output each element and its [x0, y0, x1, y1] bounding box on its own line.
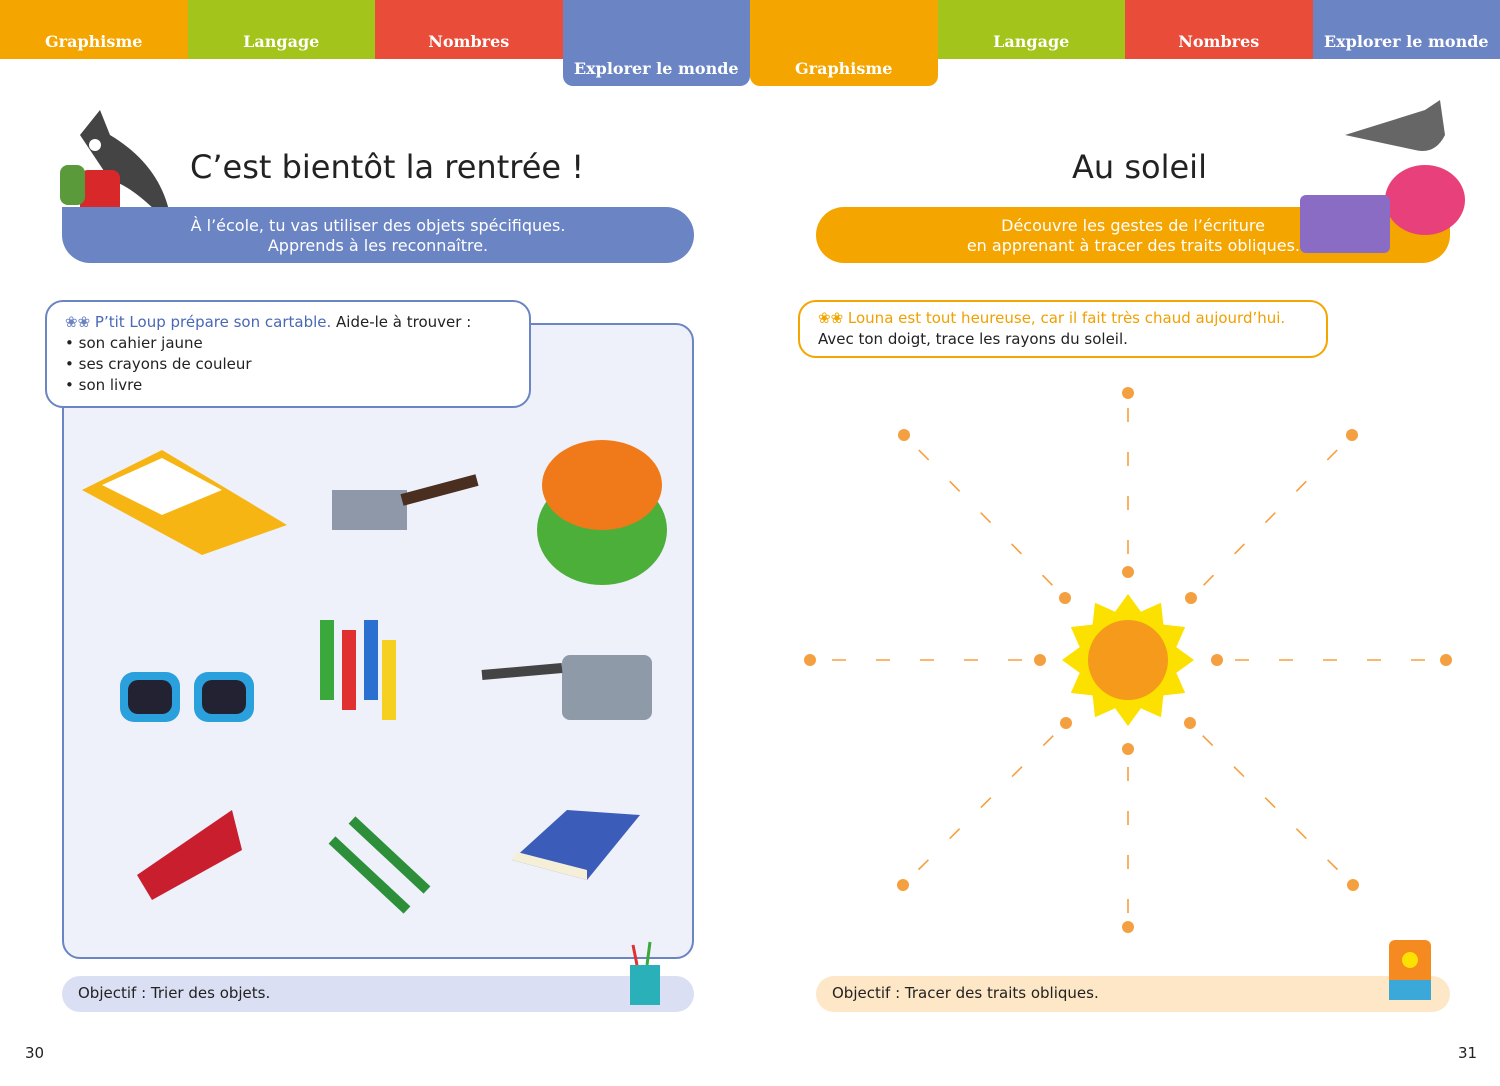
- list-item: • son cahier jaune: [65, 334, 203, 352]
- saucepan[interactable]: [481, 655, 652, 720]
- trace-dot: [1122, 566, 1134, 578]
- knife-and-fork[interactable]: [328, 816, 431, 914]
- banner-line: Découvre les gestes de l’écriture: [1001, 216, 1265, 235]
- intro-banner: À l’école, tu vas utiliser des objets sp…: [62, 207, 694, 263]
- trace-dot: [1060, 717, 1072, 729]
- trace-dot: [1347, 879, 1359, 891]
- page-title: C’est bientôt la rentrée !: [190, 148, 585, 186]
- trace-dot: [1211, 654, 1223, 666]
- objective-text: : Trier des objets.: [136, 984, 271, 1002]
- sun-icon: [1062, 594, 1194, 726]
- trace-dot: [1122, 921, 1134, 933]
- objective-label: Objectif: [78, 984, 137, 1002]
- sun-ray-trace[interactable]: [1122, 387, 1134, 578]
- colored-pencils[interactable]: [320, 620, 396, 720]
- trace-dot: [1184, 717, 1196, 729]
- paw-icon: ❀❀: [818, 309, 848, 327]
- trace-dot: [1185, 592, 1197, 604]
- trace-dot: [898, 429, 910, 441]
- trace-dot: [1059, 592, 1071, 604]
- sun-ray-trace[interactable]: [898, 429, 1071, 604]
- tab-explorer-le-monde[interactable]: Explorer le monde: [1312, 0, 1500, 59]
- list-item: • ses crayons de couleur: [65, 355, 252, 373]
- beach-bag-icon: [1389, 940, 1431, 1000]
- sun-ray-trace[interactable]: [897, 717, 1072, 891]
- tab-graphisme[interactable]: Graphisme: [0, 0, 188, 59]
- page-number: 31: [1458, 1044, 1478, 1062]
- banner-line: Apprends à les reconnaître.: [267, 236, 489, 255]
- instruction-text: Avec ton doigt, trace les rayons du sole…: [818, 330, 1128, 348]
- trace-dot: [1440, 654, 1452, 666]
- blue-book[interactable]: [512, 810, 640, 880]
- tab-nombres[interactable]: Nombres: [1125, 0, 1313, 59]
- objective-text: : Tracer des traits obliques.: [890, 984, 1099, 1002]
- trace-dot: [804, 654, 816, 666]
- trace-dot: [1122, 387, 1134, 399]
- instruction-lead: P’tit Loup prépare son cartable.: [94, 313, 332, 331]
- instruction-box: ❀❀ P’tit Loup prépare son cartable. Aide…: [45, 300, 531, 408]
- sun-ray-trace[interactable]: [1122, 743, 1134, 933]
- objective-bar: Objectif : Tracer des traits obliques.: [816, 976, 1450, 1012]
- tab-graphisme[interactable]: Graphisme: [750, 0, 938, 86]
- banner-line: À l’école, tu vas utiliser des objets sp…: [190, 216, 566, 235]
- sun-ray-trace[interactable]: [1184, 717, 1359, 891]
- sun-ray-trace[interactable]: [1185, 429, 1358, 604]
- sun-ray-trace[interactable]: [1211, 654, 1452, 666]
- instruction-box: ❀❀ Louna est tout heureuse, car il fait …: [798, 300, 1328, 358]
- trace-dot: [897, 879, 909, 891]
- louna-illustration: [1300, 100, 1465, 253]
- backpack[interactable]: [537, 440, 667, 585]
- sun-ray-trace[interactable]: [804, 654, 1046, 666]
- pencil-cup-icon: [630, 941, 660, 1005]
- banner-line: en apprenant à tracer des traits oblique…: [966, 236, 1300, 255]
- paw-icon: ❀❀: [65, 313, 95, 331]
- trace-dot: [1122, 743, 1134, 755]
- instruction-lead: Louna est tout heureuse, car il fait trè…: [847, 309, 1286, 327]
- tab-nombres[interactable]: Nombres: [375, 0, 563, 59]
- page-title: Au soleil: [1072, 148, 1207, 186]
- objects-grid: [82, 440, 667, 914]
- tab-langage[interactable]: Langage: [937, 0, 1125, 59]
- trace-dot: [1034, 654, 1046, 666]
- instruction-text: Aide-le à trouver :: [331, 313, 472, 331]
- yellow-notebook[interactable]: [82, 450, 287, 555]
- page-number: 30: [25, 1044, 45, 1062]
- sunglasses[interactable]: [120, 672, 254, 722]
- objective-label: Objectif: [832, 984, 891, 1002]
- tab-langage[interactable]: Langage: [187, 0, 375, 59]
- hammer[interactable]: [332, 474, 479, 530]
- list-item: • son livre: [65, 376, 143, 394]
- trace-dot: [1346, 429, 1358, 441]
- objective-bar: Objectif : Trier des objets.: [62, 976, 694, 1012]
- pencil-case[interactable]: [137, 810, 242, 900]
- tab-explorer-le-monde[interactable]: Explorer le monde: [562, 0, 750, 86]
